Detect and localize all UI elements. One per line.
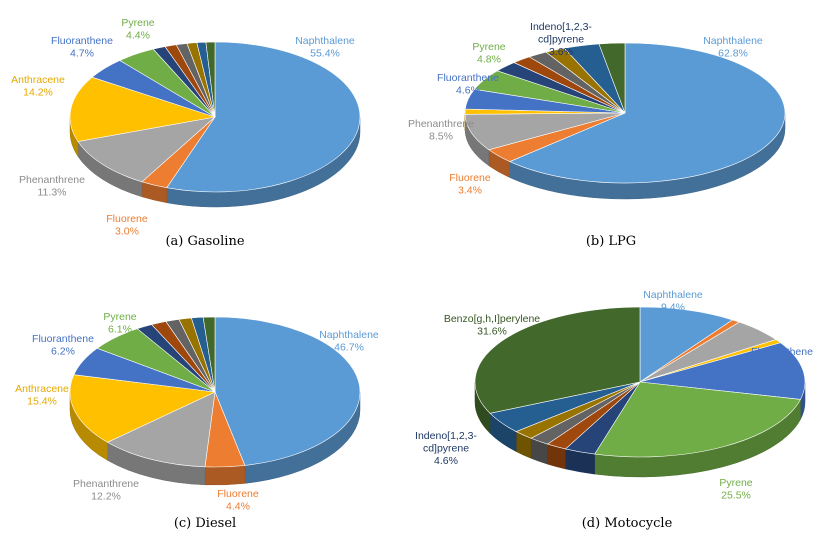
slice-label: Naphthalene 55.4% <box>295 35 355 60</box>
pie-slice-phenanthrene <box>464 112 626 151</box>
slice-label: Phenanthrene 11.3% <box>19 174 85 199</box>
pie-chart: Naphthalene 62.8% Fluorene 3.4% Phenanthrene… <box>408 21 786 249</box>
slice-label: Fluoranthene 4.6% <box>437 72 499 97</box>
slice-label: Fluoranthene 4.7% <box>51 35 113 60</box>
slice-label: Indeno[1,2,3-cd]pyrene 3.6% <box>530 21 592 58</box>
pie-slice <box>205 41 216 118</box>
pie-slice-side <box>204 465 246 486</box>
pie-slice-naphthalene <box>214 316 361 466</box>
pie-slice-anthracene <box>69 76 216 142</box>
chart-caption: (a) Gasoline <box>165 234 244 249</box>
slice-label: Anthracene 14.2% <box>11 74 65 99</box>
pie-chart: Naphthalene 9.4% Fluoranthene 12.4% Pyrene 25… <box>415 289 813 531</box>
slice-label: Pyrene 25.5% <box>719 477 752 502</box>
slice-label: Indeno[1,2,3-cd]pyrene 4.6% <box>415 430 477 467</box>
pie-slice-phenanthrene <box>106 391 216 468</box>
pie-slice-naphthalene <box>509 42 786 184</box>
pie-slice-naphthalene <box>639 306 734 383</box>
pie-chart: Naphthalene 55.4% Fluorene 3.0% Phenanthrene… <box>11 17 361 249</box>
slice-label: Fluorene 4.4% <box>217 488 259 513</box>
pie-slice-anthracene <box>69 374 217 443</box>
pie-slice-fluoranthene <box>639 342 806 400</box>
slice-label: Naphthalene 46.7% <box>319 329 379 354</box>
slice-label: Phenanthrene 12.2% <box>73 478 139 503</box>
slice-label: Phenanthrene 8.5% <box>408 118 474 143</box>
pie-slice-pyrene <box>594 381 801 458</box>
slice-label: Fluorene 3.0% <box>106 213 148 238</box>
slice-label: Naphthalene 62.8% <box>703 35 763 60</box>
pie-slice-phenanthrene <box>77 116 216 183</box>
slice-label: Benzo[g,h,I]perylene 31.6% <box>444 313 540 338</box>
chart-caption: (c) Diesel <box>174 516 236 531</box>
pie-chart: Naphthalene 46.7% Fluorene 4.4% Phenanthrene… <box>15 311 379 531</box>
slice-label: Fluoranthene 12.4% <box>751 346 813 371</box>
pie-slice <box>202 316 216 393</box>
slice-label: Fluorene 3.4% <box>449 172 491 197</box>
pie-slice <box>598 42 626 114</box>
slice-label: Pyrene 4.4% <box>121 17 154 42</box>
chart-caption: (d) Motocycle <box>582 516 673 531</box>
slice-label: Naphthalene 9.4% <box>643 289 703 314</box>
slice-label: Pyrene 6.1% <box>103 311 136 336</box>
slice-label: Pyrene 4.8% <box>472 41 505 66</box>
chart-caption: (b) LPG <box>586 234 636 249</box>
slice-label: Fluoranthene 6.2% <box>32 333 94 358</box>
pie-slice-benzo-g-h-i-perylene <box>474 306 641 414</box>
slice-label: Anthracene 15.4% <box>15 383 69 408</box>
pie-sides <box>474 381 806 478</box>
